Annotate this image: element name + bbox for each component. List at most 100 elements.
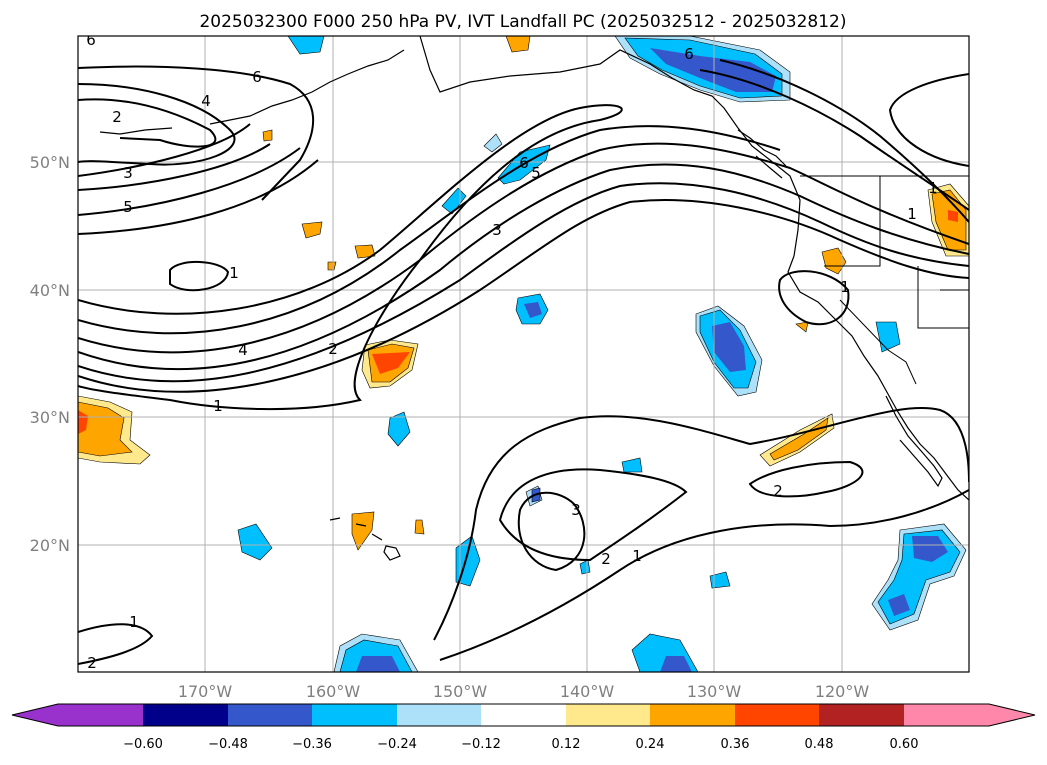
- colorbar: −0.60 −0.48 −0.36 −0.24 −0.12 0.12 0.24 …: [11, 703, 1036, 752]
- colorbar-tick-label: −0.12: [461, 737, 501, 752]
- lat-tick-label: 20°N: [30, 536, 70, 555]
- neg-anomaly-subtrop-1: [387, 411, 411, 447]
- contour-label: 5: [123, 198, 133, 216]
- colorbar-tick-label: 0.12: [552, 737, 581, 752]
- coast-hawaii: [329, 517, 401, 561]
- contour-label: 1: [213, 397, 223, 415]
- contour-label: 1: [907, 205, 917, 223]
- jet-contour-5: [78, 182, 969, 383]
- colorbar-extend-low: [12, 704, 58, 726]
- contour-label: 1: [632, 547, 642, 565]
- coastlines: [99, 36, 969, 561]
- neg-anomaly-center-inner: [524, 302, 542, 318]
- contour-subtrop-2: [498, 468, 688, 562]
- jet-contour-3: [78, 142, 969, 354]
- colorbar-tick-label: 0.24: [636, 737, 665, 752]
- latitude-ticks: 50°N 40°N 30°N 20°N: [30, 153, 70, 555]
- pv-anomaly-shading: [78, 36, 969, 672]
- neg-anomaly-southeast-inner: [912, 536, 948, 562]
- contour-6-north: [78, 65, 314, 201]
- pos-anomaly-west-inner: [78, 410, 88, 434]
- neg-anomaly-south-2-inner: [660, 656, 692, 672]
- contour-bc: [888, 73, 969, 167]
- map-frame: [77, 35, 970, 673]
- us-borders: [800, 175, 969, 385]
- colorbar-segment: [312, 704, 397, 726]
- contour-label: 6: [252, 68, 262, 86]
- pos-anomaly-hawaii-2: [414, 519, 425, 535]
- contour-low-3: [78, 123, 271, 191]
- contour-low-5: [78, 159, 319, 235]
- colorbar-tick-label: −0.24: [377, 737, 417, 752]
- coast-baja: [885, 395, 943, 488]
- colorbar-extend-high: [989, 704, 1035, 726]
- figure-title: 2025032300 F000 250 hPa PV, IVT Landfall…: [199, 12, 846, 32]
- lat-tick-label: 50°N: [30, 153, 70, 172]
- contour-label: 2: [773, 482, 783, 500]
- neg-anomaly-subtrop-2: [237, 523, 273, 561]
- coast-alaska-panhandle: [419, 36, 801, 257]
- colorbar-tick-label: 0.36: [721, 737, 750, 752]
- neg-anomaly-gulf: [287, 36, 325, 55]
- neg-anomaly-southeast-inner-2: [888, 594, 910, 616]
- colorbar-segment: [904, 704, 989, 726]
- contour-label: 2: [112, 108, 122, 126]
- pos-anomaly-hawaii: [351, 511, 375, 551]
- lon-tick-label: 120°W: [815, 682, 870, 701]
- lon-tick-label: 150°W: [433, 682, 488, 701]
- neg-anomaly-east-inner: [712, 322, 746, 372]
- contour-subtrop-outer: [433, 407, 969, 641]
- colorbar-segment: [650, 704, 735, 726]
- contour-label: 2: [87, 654, 97, 672]
- colorbar-segment: [58, 704, 143, 726]
- pos-anomaly-baja-core: [769, 417, 829, 461]
- contour-label: 1: [928, 179, 938, 197]
- colorbar-tick-label: 0.48: [805, 737, 834, 752]
- colorbar-segment: [397, 704, 481, 726]
- pos-anomaly-small-5: [795, 321, 809, 333]
- contour-label: 6: [684, 45, 694, 63]
- jet-contour-2: [78, 125, 781, 335]
- pos-anomaly-west-core: [78, 401, 133, 457]
- colorbar-segments: [12, 704, 1035, 726]
- colorbar-ticks: −0.60 −0.48 −0.36 −0.24 −0.12 0.12 0.24 …: [123, 737, 918, 752]
- contour-labels: 6 4 2 3 5 1 4 2 1 3 5 6 6 1 1 3 2 1 2 1 …: [86, 31, 938, 672]
- pos-anomaly-arctic: [505, 36, 531, 53]
- contour-label: 3: [123, 164, 133, 182]
- contour-label: 2: [601, 550, 611, 568]
- jet-contour-1: [78, 104, 623, 411]
- lon-tick-label: 140°W: [560, 682, 615, 701]
- contour-low-2: [78, 83, 236, 166]
- contour-low-4: [78, 147, 301, 216]
- contour-label: 3: [492, 221, 502, 239]
- colorbar-segment: [735, 704, 819, 726]
- jet-contour-4: [78, 163, 969, 370]
- contour-low-1: [78, 98, 217, 148]
- contour-baja-closed: [748, 460, 864, 498]
- lon-tick-label: 130°W: [687, 682, 742, 701]
- contour-label: 6: [519, 154, 529, 172]
- contour-label: 3: [571, 501, 581, 519]
- longitude-ticks: 170°W 160°W 150°W 140°W 130°W 120°W: [178, 682, 870, 701]
- pos-anomaly-central-inner: [372, 352, 410, 374]
- lon-tick-label: 160°W: [306, 682, 361, 701]
- neg-anomaly-small-b: [621, 457, 643, 473]
- contour-subtrop-3: [517, 491, 586, 572]
- contour-sw: [78, 623, 154, 665]
- contour-label: 5: [531, 164, 541, 182]
- contour-label: 4: [238, 341, 248, 359]
- contour-closed-small: [169, 260, 230, 292]
- jet-contour-6: [78, 199, 969, 393]
- colorbar-tick-label: −0.60: [123, 737, 163, 752]
- map-panel: 6 4 2 3 5 1 4 2 1 3 5 6 6 1 1 3 2 1 2 1 …: [78, 31, 969, 672]
- contour-label: 6: [86, 31, 96, 49]
- graticule: [78, 36, 969, 672]
- pos-anomaly-small-4: [262, 129, 273, 142]
- contour-ca-closed: [778, 270, 850, 326]
- neg-anomaly-small-a: [483, 133, 503, 153]
- contour-label: 1: [229, 264, 239, 282]
- coast-aleutians: [99, 49, 405, 135]
- colorbar-segment: [228, 704, 312, 726]
- coast-west-us: [787, 255, 969, 501]
